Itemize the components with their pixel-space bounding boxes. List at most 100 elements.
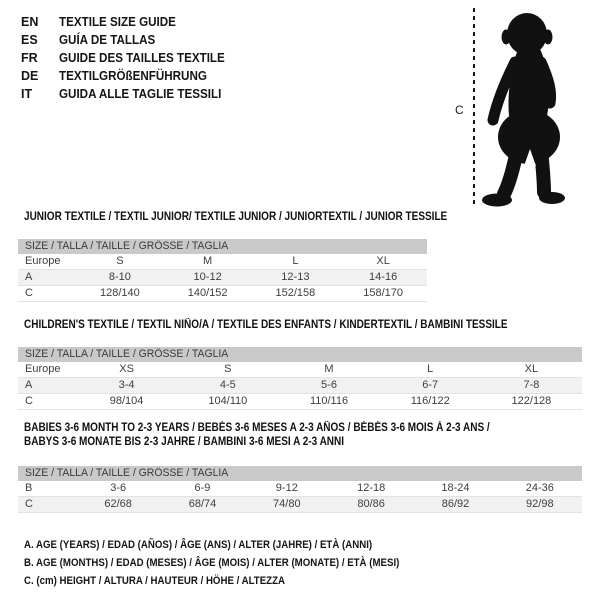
toddler-silhouette — [482, 13, 565, 207]
toddler-arms — [487, 56, 557, 126]
row-cell: 116/122 — [410, 395, 450, 407]
table-title: JUNIOR TEXTILE / TEXTIL JUNIOR/ TEXTILE … — [24, 210, 447, 224]
row-cell: 92/98 — [526, 498, 554, 510]
row-cell: 8-10 — [108, 271, 131, 283]
toddler-legs — [497, 143, 551, 201]
table-title: CHILDREN'S TEXTILE / TEXTIL NIÑO/A / TEX… — [24, 318, 582, 332]
row-cell: 18-24 — [441, 482, 470, 494]
language-row: EN TEXTILE SIZE GUIDE — [21, 13, 237, 31]
row-cell: 10-12 — [193, 271, 222, 283]
row-cell: 62/68 — [104, 498, 132, 510]
row-label: C — [25, 395, 33, 407]
height-measure-dashed-line — [473, 8, 475, 206]
row-cell: XS — [119, 363, 134, 375]
language-title: GUÍA DE TALLAS — [59, 33, 156, 47]
row-label: C — [25, 287, 33, 299]
row-cell: 86/92 — [441, 498, 470, 510]
table-row: Europe XS S M L XL — [18, 362, 582, 378]
table-row: A 8-10 10-12 12-13 14-16 — [18, 270, 427, 286]
footnote-line: B. AGE (MONTHS) / EDAD (MESES) / ÂGE (MO… — [24, 557, 400, 569]
row-cell: 24-36 — [525, 482, 554, 494]
row-cell: L — [292, 255, 299, 267]
row-cell: 122/128 — [511, 395, 552, 407]
row-cell: L — [427, 363, 434, 375]
table-row: Europe S M L XL — [18, 254, 427, 270]
size-table: JUNIOR TEXTILE / TEXTIL JUNIOR/ TEXTILE … — [18, 210, 447, 302]
row-cell: XL — [524, 363, 539, 375]
size-header-text: SIZE / TALLA / TAILLE / GRÖSSE / TAGLIA — [25, 348, 229, 360]
language-code: DE — [21, 69, 39, 83]
row-cell: 104/110 — [208, 395, 248, 407]
row-cell: 9-12 — [275, 482, 298, 494]
table-row: C 62/68 68/74 74/80 80/86 86/92 92/98 — [18, 497, 582, 513]
row-label: Europe — [25, 255, 61, 267]
row-cell: 68/74 — [188, 498, 217, 510]
size-table: CHILDREN'S TEXTILE / TEXTIL NIÑO/A / TEX… — [18, 318, 582, 410]
row-label: A — [25, 271, 33, 283]
table-title: BABIES 3-6 MONTH TO 2-3 YEARS / BEBÉS 3-… — [24, 421, 582, 449]
language-row: FR GUIDE DES TAILLES TEXTILE — [21, 49, 237, 67]
size-header-text: SIZE / TALLA / TAILLE / GRÖSSE / TAGLIA — [25, 467, 229, 479]
row-cell: 3-4 — [118, 379, 135, 391]
height-measure-label: C — [455, 103, 464, 117]
table-row: B 3-6 6-9 9-12 12-18 18-24 24-36 — [18, 481, 582, 497]
language-row: DE TEXTILGRÖßENFÜHRUNG — [21, 67, 237, 85]
size-header-bar: SIZE / TALLA / TAILLE / GRÖSSE / TAGLIA — [18, 466, 582, 481]
row-cell: 110/116 — [309, 395, 349, 407]
language-title: GUIDA ALLE TAGLIE TESSILI — [59, 87, 222, 101]
size-table: BABIES 3-6 MONTH TO 2-3 YEARS / BEBÉS 3-… — [18, 421, 582, 513]
row-cell: 80/86 — [357, 498, 385, 510]
language-code: FR — [21, 51, 38, 65]
row-cell: S — [116, 255, 124, 267]
footnote-line: A. AGE (YEARS) / EDAD (AÑOS) / ÂGE (ANS)… — [24, 539, 373, 551]
table-title-line: CHILDREN'S TEXTILE / TEXTIL NIÑO/A / TEX… — [24, 319, 508, 331]
row-label: C — [25, 498, 33, 510]
language-title: TEXTILE SIZE GUIDE — [59, 15, 176, 29]
shorts-notch — [524, 149, 536, 166]
size-header-bar: SIZE / TALLA / TAILLE / GRÖSSE / TAGLIA — [18, 239, 427, 254]
language-row: ES GUÍA DE TALLAS — [21, 31, 237, 49]
language-title: GUIDE DES TAILLES TEXTILE — [59, 51, 225, 65]
row-label: B — [25, 482, 33, 494]
row-cell: S — [224, 363, 232, 375]
table-row: A 3-4 4-5 5-6 6-7 7-8 — [18, 378, 582, 394]
table-row: C 98/104 104/110 110/116 116/122 122/128 — [18, 394, 582, 410]
size-header-bar: SIZE / TALLA / TAILLE / GRÖSSE / TAGLIA — [18, 347, 582, 362]
row-cell: M — [324, 363, 334, 375]
table-rows: Europe S M L XL A 8-10 10-12 12-13 14-16 C 128… — [18, 254, 427, 302]
row-cell: 98/104 — [109, 395, 144, 407]
language-title: TEXTILGRÖßENFÜHRUNG — [59, 69, 207, 83]
toddler-feet — [482, 192, 565, 207]
row-cell: 3-6 — [110, 482, 127, 494]
row-cell: 140/152 — [187, 287, 228, 299]
table-rows: B 3-6 6-9 9-12 12-18 18-24 24-36 C 62/68 68/74… — [18, 481, 582, 513]
language-code: ES — [21, 33, 38, 47]
table-row: C 128/140 140/152 152/158 158/170 — [18, 286, 427, 302]
row-cell: 6-7 — [422, 379, 439, 391]
row-cell: 5-6 — [321, 379, 337, 391]
table-title-line: BABYS 3-6 MONATE BIS 2-3 JAHRE / BAMBINI… — [24, 436, 345, 448]
table-rows: Europe XS S M L XL A 3-4 4-5 5-6 6-7 7-8 C 98/10… — [18, 362, 582, 410]
language-code: EN — [21, 15, 39, 29]
row-cell: 128/140 — [99, 287, 140, 299]
row-cell: M — [203, 255, 213, 267]
row-cell: 4-5 — [219, 379, 236, 391]
footnotes: A. AGE (YEARS) / EDAD (AÑOS) / ÂGE (ANS)… — [24, 536, 451, 590]
row-label: A — [25, 379, 33, 391]
row-cell: 74/80 — [273, 498, 301, 510]
row-cell: 158/170 — [363, 287, 403, 299]
language-row: IT GUIDA ALLE TAGLIE TESSILI — [21, 85, 237, 103]
row-cell: 152/158 — [275, 287, 316, 299]
row-cell: 7-8 — [523, 379, 540, 391]
row-cell: 6-9 — [194, 482, 211, 494]
row-label: Europe — [25, 363, 61, 375]
language-title-list: EN TEXTILE SIZE GUIDE ES GUÍA DE TALLAS … — [21, 13, 237, 103]
footnote-line: C. (cm) HEIGHT / ALTURA / HAUTEUR / HÖHE… — [24, 575, 286, 587]
table-title-line: JUNIOR TEXTILE / TEXTIL JUNIOR/ TEXTILE … — [24, 211, 448, 223]
row-cell: 12-18 — [357, 482, 386, 494]
language-code: IT — [21, 87, 33, 101]
row-cell: 12-13 — [281, 271, 310, 283]
size-header-text: SIZE / TALLA / TAILLE / GRÖSSE / TAGLIA — [25, 240, 229, 252]
row-cell: XL — [376, 255, 390, 267]
